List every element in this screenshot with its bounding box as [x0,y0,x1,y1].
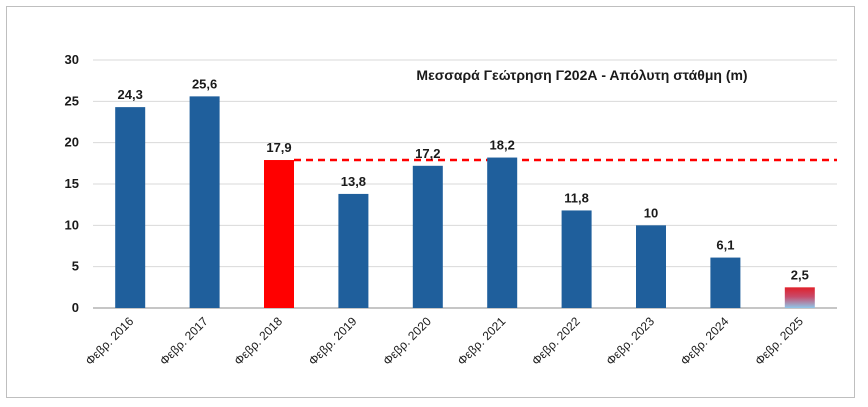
x-tick-label: Φεβρ. 2017 [157,314,211,368]
bar [264,160,294,308]
x-tick-label: Φεβρ. 2018 [231,314,285,368]
x-tick-label: Φεβρ. 2025 [752,314,806,368]
x-tick-label: Φεβρ. 2016 [83,314,137,368]
y-tick-label: 10 [65,217,79,232]
data-label: 13,8 [341,174,366,189]
y-tick-label: 25 [65,93,79,108]
y-tick-label: 30 [65,52,79,67]
data-label: 17,9 [266,140,291,155]
data-label: 2,5 [791,267,809,282]
y-tick-label: 20 [65,135,79,150]
bar [710,257,741,308]
data-label: 10 [644,205,658,220]
chart-title: Μεσσαρά Γεώτρηση Γ202Α - Απόλυτη στάθμη … [416,67,747,83]
bar-chart: 0 5 10 15 20 25 30 24,3 25,6 17,9 13,8 17,2 18,2 11,… [65,52,837,368]
bar [115,107,146,309]
y-tick-label: 0 [72,300,79,315]
bar [487,157,518,308]
x-axis-ticks: Φεβρ. 2016 Φεβρ. 2017 Φεβρ. 2018 Φεβρ. 2019… [83,314,807,368]
chart-frame: 0 5 10 15 20 25 30 24,3 25,6 17,9 13,8 17,2 18,2 11,… [6,6,855,398]
y-tick-label: 15 [65,176,79,191]
y-axis-ticks: 0 5 10 15 20 25 30 [65,52,79,315]
bar [338,193,369,308]
x-tick-label: Φεβρ. 2023 [603,314,657,368]
x-tick-label: Φεβρ. 2024 [678,314,732,368]
data-label: 18,2 [490,138,515,153]
x-tick-label: Φεβρ. 2019 [306,314,360,368]
data-label: 24,3 [118,87,143,102]
data-label: 11,8 [564,190,589,205]
bar [561,210,592,308]
bar [189,96,220,308]
x-tick-label: Φεβρ. 2021 [455,314,509,368]
data-label: 6,1 [716,238,734,253]
y-tick-label: 5 [72,259,79,274]
data-labels: 24,3 25,6 17,9 13,8 17,2 18,2 11,8 10 6,1 2,5 [118,76,809,282]
bars [115,96,815,309]
data-label: 17,2 [415,146,440,161]
bar [412,165,443,308]
x-tick-label: Φεβρ. 2020 [380,314,434,368]
x-tick-label: Φεβρ. 2022 [529,314,583,368]
data-label: 25,6 [192,76,217,91]
bar [784,287,815,308]
bar [636,225,666,308]
